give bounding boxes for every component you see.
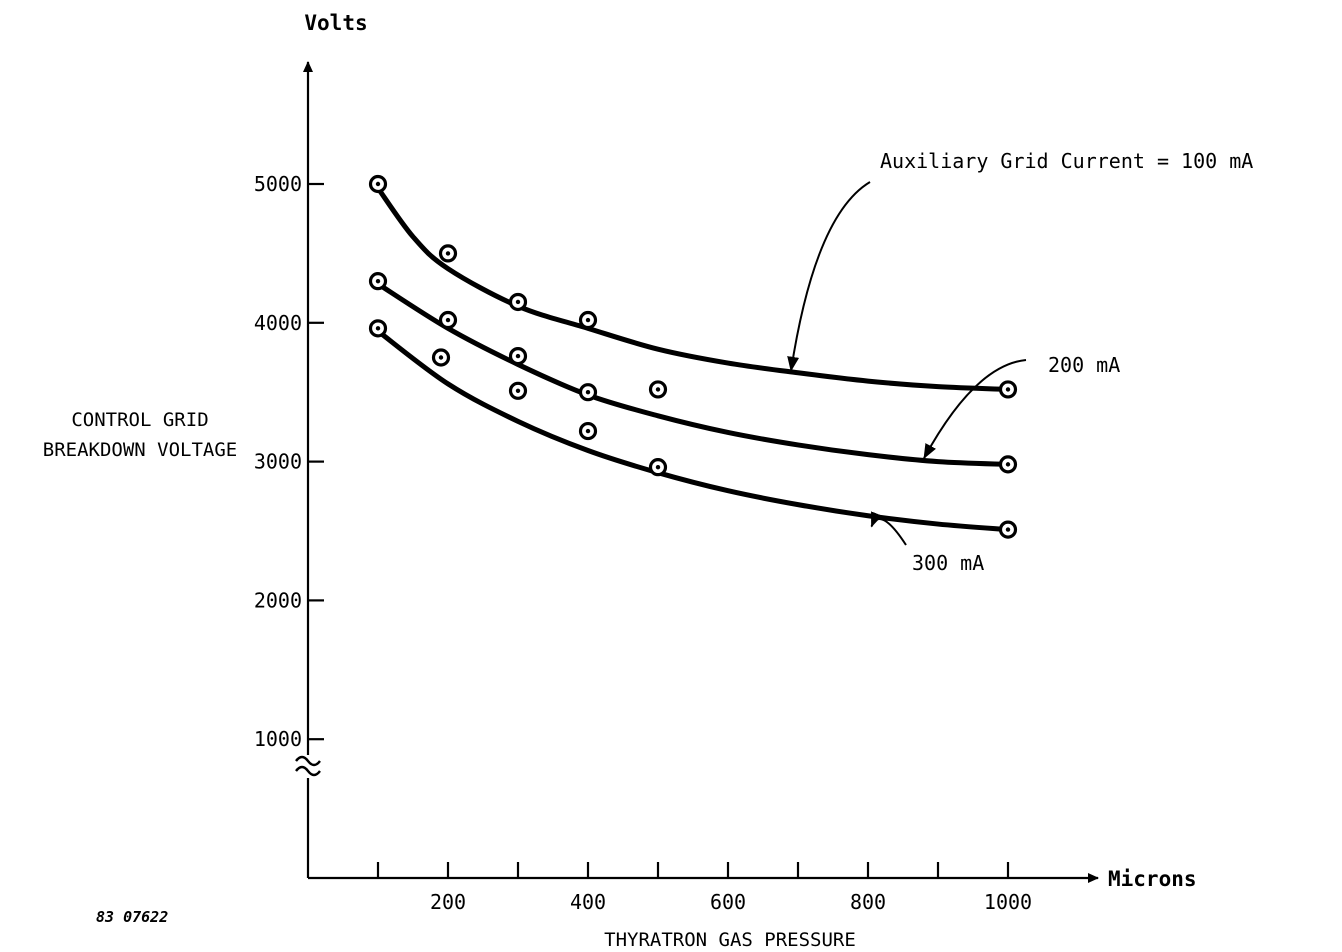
y-unit-label: Volts [304, 11, 367, 35]
data-point-s1-4 [578, 383, 598, 402]
x-axis-title: THYRATRON GAS PRESSURE [604, 929, 856, 951]
data-point-s2-1 [431, 348, 451, 367]
y-tick-label-2000: 2000 [254, 588, 302, 612]
data-point-s1-1 [438, 310, 458, 330]
data-point-s2-4 [998, 520, 1018, 539]
y-tick-label-3000: 3000 [254, 450, 302, 474]
y-tick-label-1000: 1000 [254, 727, 302, 751]
data-point-s1-0 [368, 272, 388, 291]
y-tick-label-5000: 5000 [254, 172, 302, 196]
data-points [368, 174, 1018, 539]
data-point-s1-2 [508, 347, 528, 366]
data-point-s0-4 [998, 380, 1018, 399]
annotations: Auxiliary Grid Current = 100 mA 200 mA 300… [787, 149, 1253, 575]
data-point-s1-6 [998, 455, 1018, 474]
data-point-s2-2 [578, 421, 598, 441]
x-tick-label-400: 400 [570, 890, 606, 914]
series-line-2 [375, 328, 1011, 533]
annotation-label-0: Auxiliary Grid Current = 100 mA [880, 149, 1253, 173]
data-point-s1-5 [648, 380, 668, 399]
axes [294, 61, 1099, 883]
series-line-0 [375, 185, 1011, 392]
x-unit-label: Microns [1108, 867, 1197, 891]
x-tick-label-200: 200 [430, 890, 466, 914]
y-label-line-2: BREAKDOWN VOLTAGE [43, 439, 237, 461]
series-line-1 [375, 281, 1011, 467]
annotation-arrow-1 [923, 359, 1027, 460]
data-point-s2-3 [648, 458, 668, 477]
x-tick-label-1000: 1000 [984, 890, 1032, 914]
annotation-label-1: 200 mA [1048, 353, 1120, 377]
data-point-s0-1 [438, 244, 458, 263]
y-label-line-1: CONTROL GRID [71, 409, 208, 431]
data-point-s1-3 [508, 381, 528, 400]
fitted-curves [375, 185, 1011, 533]
data-point-s0-0 [368, 174, 388, 194]
figure-number: 83 07622 [96, 908, 168, 926]
data-point-s2-0 [368, 319, 388, 338]
annotation-label-2: 300 mA [912, 551, 984, 575]
y-axis-break-icon [294, 755, 322, 777]
data-point-s0-3 [578, 310, 598, 330]
data-point-s0-2 [508, 292, 528, 312]
x-tick-label-600: 600 [710, 890, 746, 914]
x-tick-label-800: 800 [850, 890, 886, 914]
annotation-arrow-0 [787, 181, 871, 372]
ticks: 200 400 600 800 1000 1000 2000 3000 4000 5000 [254, 172, 1032, 914]
y-tick-label-4000: 4000 [254, 311, 302, 335]
annotation-arrow-2 [870, 511, 907, 546]
